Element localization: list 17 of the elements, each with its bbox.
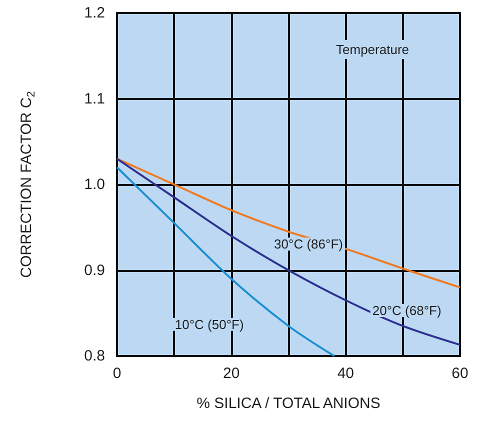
x-tick-label: 0 <box>112 365 122 382</box>
x-tick-label: 20 <box>222 365 240 382</box>
y-tick-label: 1.1 <box>84 90 105 108</box>
y-tick-label: 1.0 <box>84 176 105 193</box>
y-tick-label: 1.2 <box>84 4 105 22</box>
x-tick-label: 40 <box>337 365 354 382</box>
annotation: Temperature <box>336 42 410 57</box>
series-label: 20°C (68°F) <box>372 302 442 318</box>
y-axis-title: CORRECTION FACTOR C2 <box>18 91 38 278</box>
series-label: 10°C (50°F) <box>174 316 244 332</box>
x-axis-title: % SILICA / TOTAL ANIONS <box>196 395 380 412</box>
y-tick-label: 0.8 <box>84 348 105 364</box>
series-label: 30°C (86°F) <box>274 236 343 252</box>
x-tick-label: 60 <box>452 365 468 382</box>
line-series <box>116 158 461 288</box>
line-series <box>116 158 461 346</box>
y-tick-label: 0.9 <box>84 262 105 279</box>
